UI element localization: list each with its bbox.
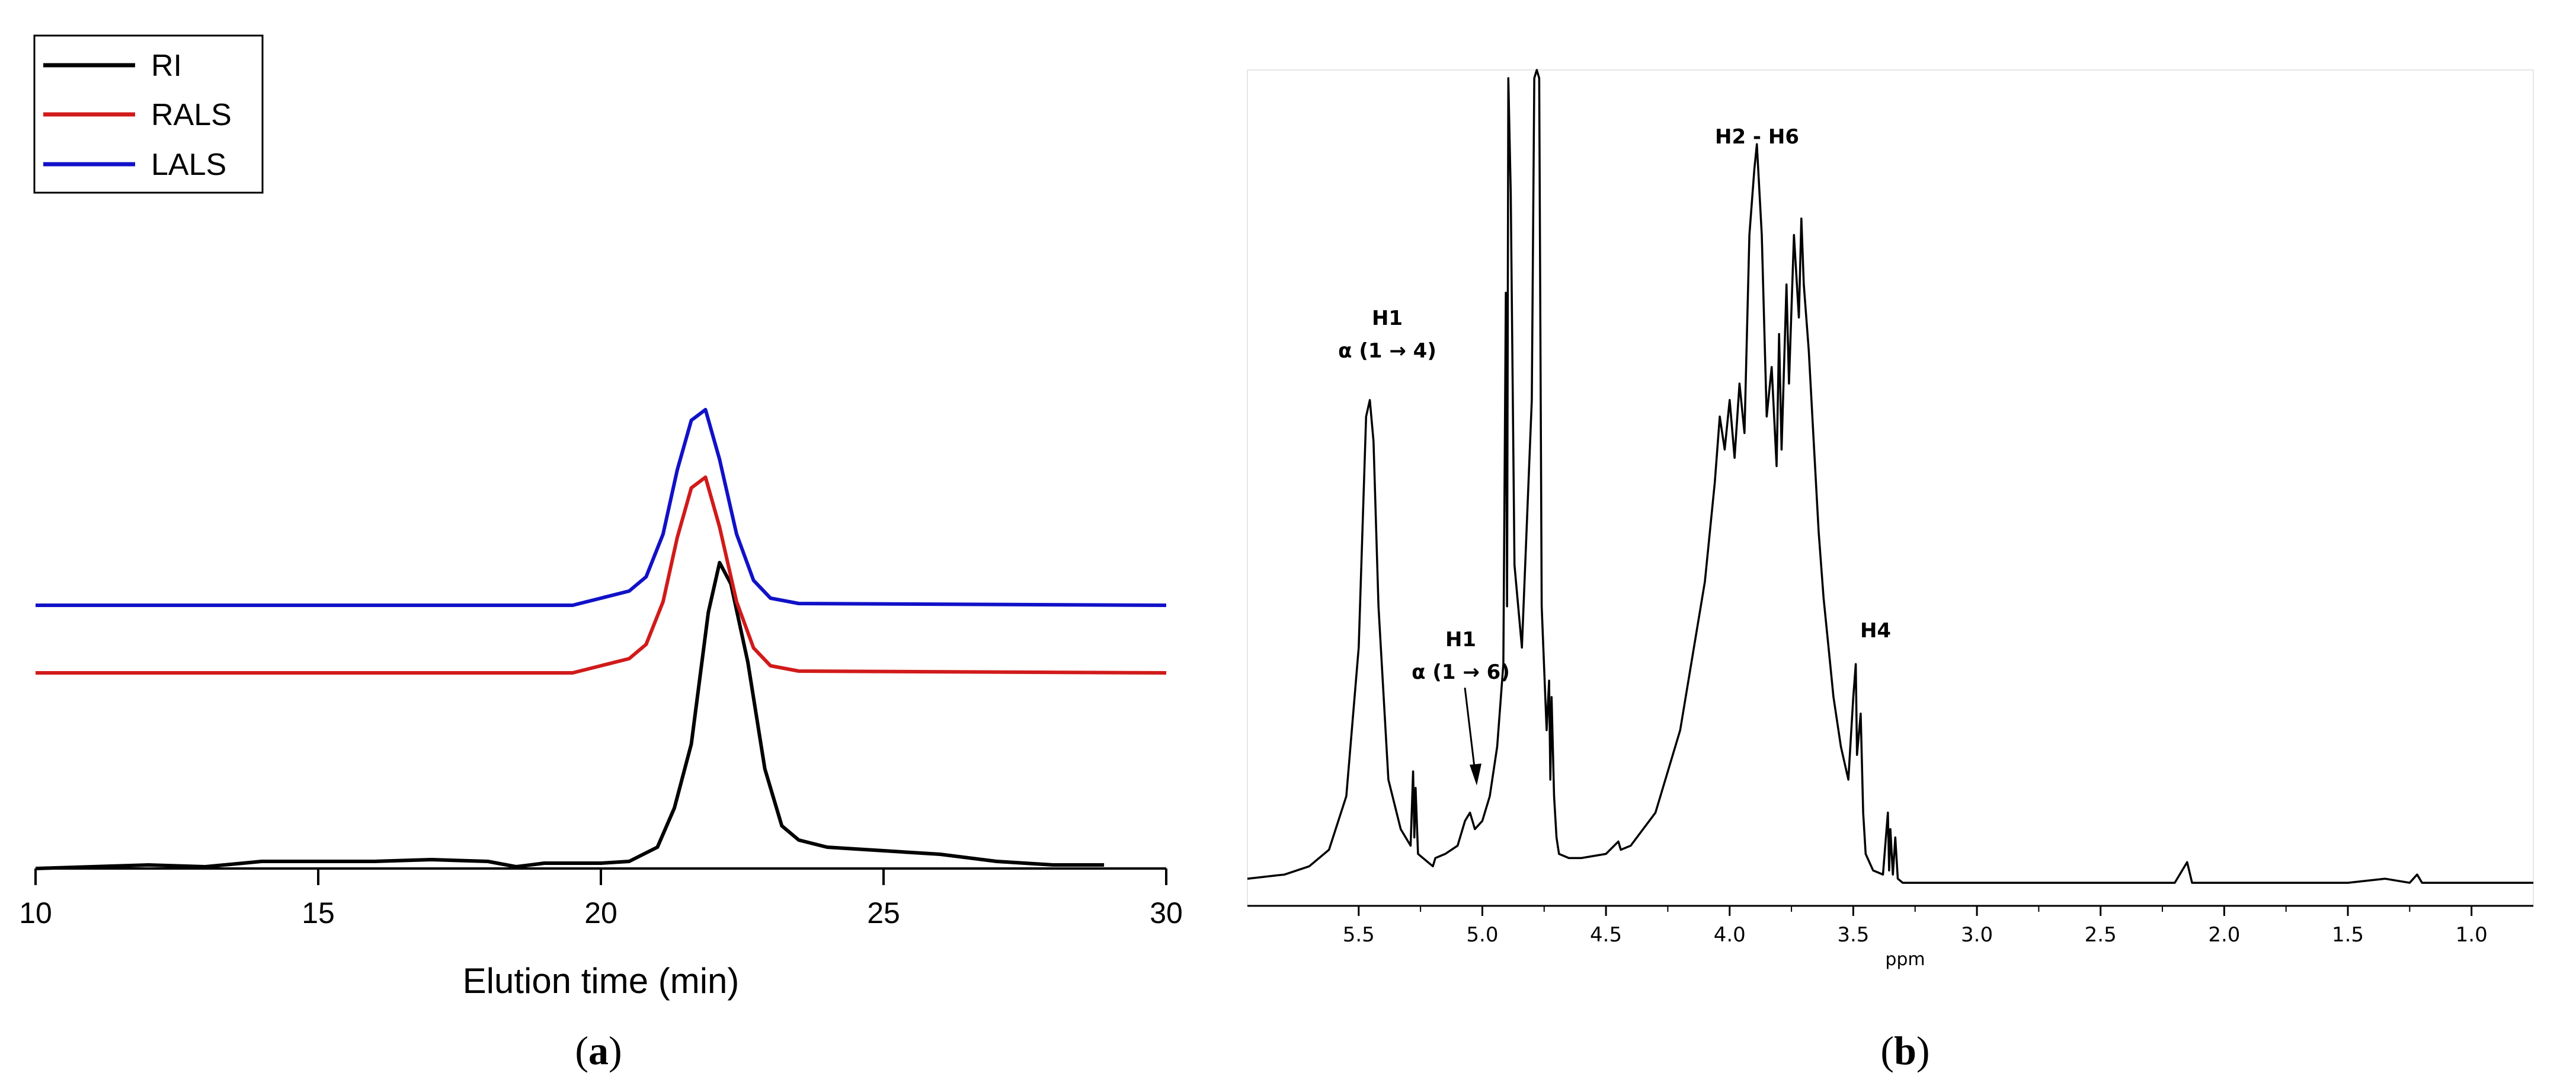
panel-b-caption: (b) (1880, 1028, 1929, 1073)
x-tick-label: 1.5 (2332, 923, 2364, 947)
panel-a-x-axis-title: Elution time (min) (463, 961, 740, 1001)
series-line-lals (36, 408, 1167, 607)
panel-b-plot-frame (1247, 69, 2534, 906)
x-tick-label: 1.0 (2456, 923, 2488, 947)
annotation-h4: H4 (1860, 619, 1891, 643)
panel-a-caption-close: ) (609, 1028, 622, 1073)
x-tick-label: 10 (19, 896, 52, 930)
panel-a-legend: RI RALS LALS (33, 34, 264, 194)
x-tick-label: 2.5 (2085, 923, 2117, 947)
panel-a-caption-letter: a (588, 1028, 609, 1073)
x-tick-label: 4.5 (1590, 923, 1622, 947)
x-tick-label: 5.5 (1343, 923, 1375, 947)
legend-label-ri: RI (151, 49, 182, 83)
x-tick-label: 2.0 (2208, 923, 2240, 947)
annotation-h1-1-6-line2: α (1 → 6) (1412, 660, 1510, 684)
spectrum-line (1247, 69, 2533, 884)
legend-item-rals: RALS (43, 98, 232, 132)
series-line-ri (35, 561, 1105, 870)
panel-a-caption: (a) (575, 1028, 622, 1073)
x-tick-label: 25 (867, 896, 900, 930)
annotation-h1-1-6: H1 α (1 → 6) (1412, 628, 1510, 786)
annotation-arrow-head (1470, 764, 1481, 786)
panel-a-caption-open: ( (575, 1028, 588, 1073)
legend-item-ri: RI (43, 49, 182, 83)
panel-b: 5.5 5.0 4.5 4.0 3.5 3.0 2.5 2.0 1.5 1.0 ppm H1 α … (1247, 69, 2534, 1073)
panel-b-caption-open: ( (1880, 1028, 1894, 1073)
x-tick-label: 20 (584, 896, 617, 930)
legend-item-lals: LALS (43, 148, 226, 182)
panel-b-caption-letter: b (1894, 1028, 1916, 1073)
panel-b-x-axis-title: ppm (1885, 949, 1925, 970)
x-tick-label: 30 (1150, 896, 1183, 930)
x-tick-label: 3.5 (1837, 923, 1869, 947)
panel-b-caption-close: ) (1916, 1028, 1930, 1073)
series-line-rals (36, 475, 1167, 675)
annotation-h2-h6: H2 - H6 (1715, 125, 1799, 149)
panel-a-x-ticks: 10 15 20 25 30 (19, 869, 1183, 930)
x-tick-label: 5.0 (1466, 923, 1498, 947)
annotation-arrow-shaft (1464, 687, 1477, 777)
panel-b-x-ticks: 5.5 5.0 4.5 4.0 3.5 3.0 2.5 2.0 1.5 1.0 (1343, 906, 2488, 947)
legend-label-rals: RALS (151, 98, 232, 132)
annotation-h1-1-4-line2: α (1 → 4) (1338, 339, 1436, 363)
annotation-h1-1-6-line1: H1 (1445, 628, 1476, 652)
legend-label-lals: LALS (151, 148, 226, 182)
x-tick-label: 4.0 (1714, 923, 1746, 947)
panel-a: 10 15 20 25 30 Elution time (min) RI RALS LA… (19, 34, 1183, 1073)
x-tick-label: 15 (302, 896, 335, 930)
panel-a-series-lines (35, 408, 1167, 870)
annotation-h2-h6-label: H2 - H6 (1715, 125, 1799, 149)
annotation-h4-label: H4 (1860, 619, 1891, 643)
x-tick-label: 3.0 (1961, 923, 1993, 947)
annotation-h1-1-4: H1 α (1 → 4) (1338, 306, 1436, 363)
annotation-h1-1-4-line1: H1 (1372, 306, 1403, 330)
panel-b-spectrum (1247, 69, 2533, 884)
panel-a-plot-area: 10 15 20 25 30 Elution time (min) (19, 408, 1183, 1001)
